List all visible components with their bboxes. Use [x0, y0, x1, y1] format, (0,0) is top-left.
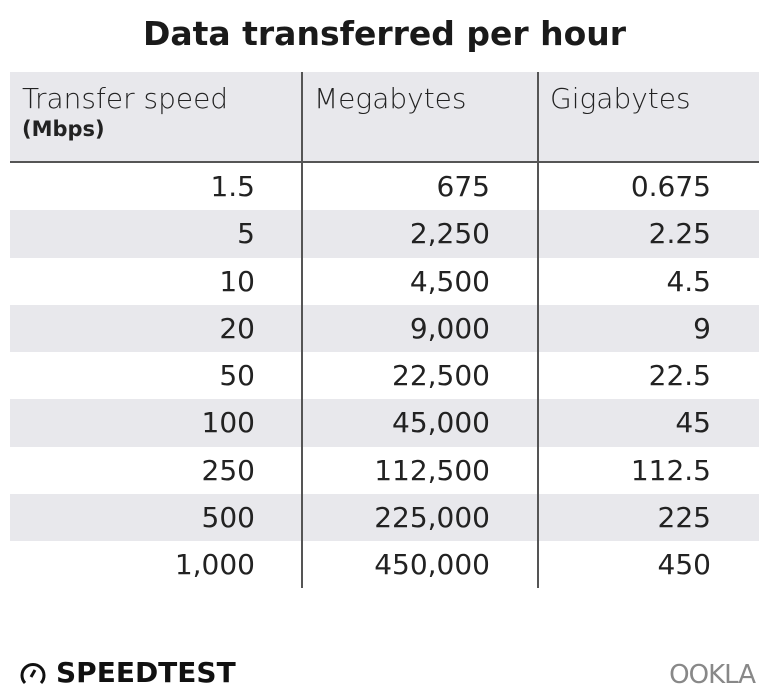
table-cell: 50	[219, 359, 255, 393]
table-cell: 45,000	[392, 406, 490, 440]
speedtest-logo: SPEEDTEST	[18, 656, 236, 689]
table-cell: 675	[436, 170, 490, 203]
table-cell: 250	[201, 453, 255, 487]
table-cell: 45	[675, 406, 711, 440]
table-cell: 1.5	[210, 170, 255, 203]
table-cell: 4,500	[409, 264, 490, 298]
speedometer-icon	[20, 662, 46, 684]
table-header: Transfer speed (Mbps) Megabytes Gigabytes	[10, 72, 759, 163]
table-row: 10 4,500 4.5	[10, 258, 759, 305]
column-divider	[301, 72, 303, 588]
table-row: 50 22,500 22.5	[10, 352, 759, 399]
table-cell: 225	[657, 501, 711, 535]
table-row: 100 45,000 45	[10, 399, 759, 447]
table-cell: 225,000	[374, 501, 490, 535]
table-cell: 1,000	[174, 548, 255, 582]
table-cell: 4.5	[666, 264, 711, 298]
table-row: 5 2,250 2.25	[10, 210, 759, 258]
table-cell: 2.25	[648, 217, 711, 251]
column-divider	[537, 72, 539, 588]
table-cell: 450,000	[374, 548, 490, 582]
table-cell: 9	[693, 311, 711, 345]
table-row: 250 112,500 112.5	[10, 447, 759, 494]
header-unit: (Mbps)	[22, 117, 105, 141]
table-cell: 22,500	[392, 359, 490, 393]
header-gigabytes: Gigabytes	[550, 82, 691, 115]
ookla-logo: OOKLA	[669, 660, 756, 690]
table-cell: 112.5	[630, 453, 711, 487]
header-label: Transfer speed	[22, 82, 229, 115]
table-row: 1.5 675 0.675	[10, 163, 759, 210]
table-cell: 2,250	[409, 217, 490, 251]
table-cell: 450	[657, 548, 711, 582]
header-megabytes: Megabytes	[314, 82, 467, 115]
table-cell: 0.675	[630, 170, 711, 203]
table-row: 500 225,000 225	[10, 494, 759, 542]
table-body: 1.5 675 0.675 5 2,250 2.25 10 4,500 4.5 20 9,000 9 5…	[10, 163, 759, 589]
table-cell: 100	[201, 406, 255, 440]
table-cell: 22.5	[648, 359, 711, 393]
table-cell: 5	[237, 217, 255, 251]
table-cell: 10	[219, 264, 255, 298]
table-cell: 112,500	[374, 453, 490, 487]
table-row: 20 9,000 9	[10, 304, 759, 353]
table-cell: 9,000	[409, 311, 490, 345]
table-cell: 500	[201, 501, 255, 535]
data-table: Transfer speed (Mbps) Megabytes Gigabytes…	[10, 72, 759, 589]
speedtest-wordmark: SPEEDTEST	[56, 656, 236, 689]
table-row: 1,000 450,000 450	[10, 541, 759, 588]
chart-title: Data transferred per hour	[142, 14, 627, 53]
table-cell: 20	[219, 311, 255, 345]
header-transfer-speed: Transfer speed (Mbps)	[22, 82, 228, 141]
